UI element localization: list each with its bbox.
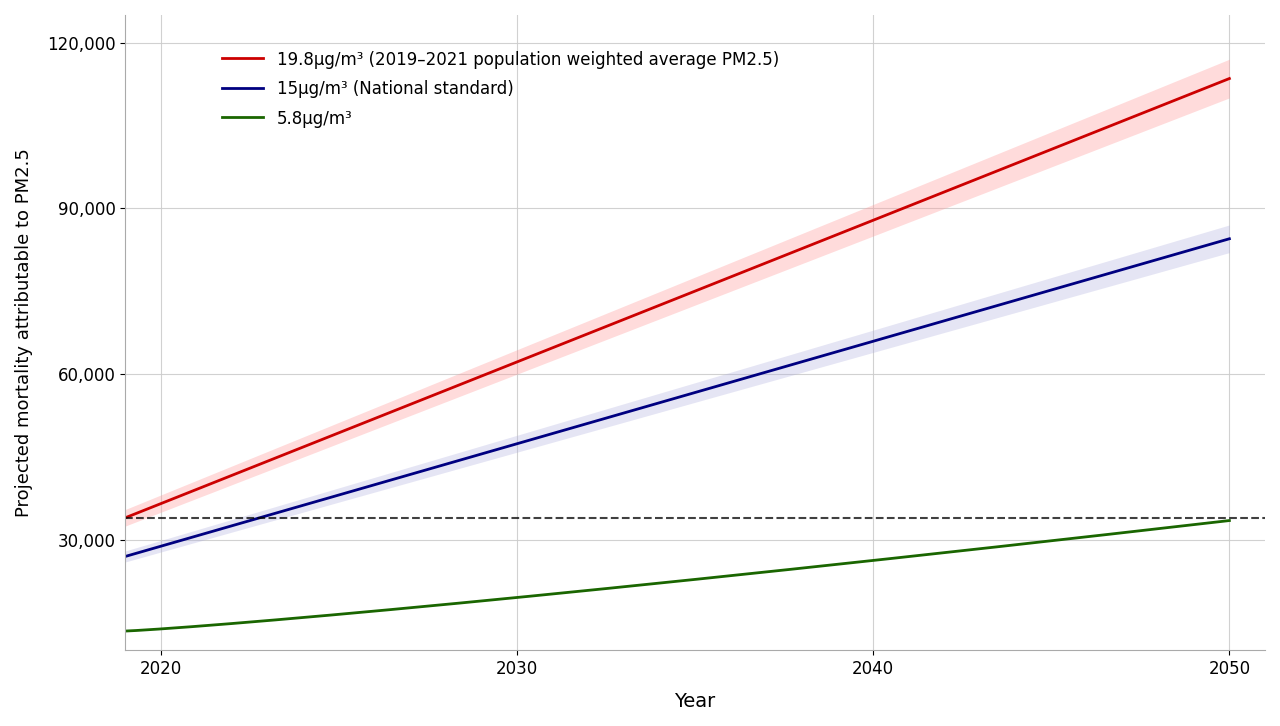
- 5.8μg/m³: [163, 624, 178, 632]
- 19.8μg/m³ (2019–2021 population weighted average PM2.5): [118, 513, 133, 522]
- Line: 5.8μg/m³: 5.8μg/m³: [125, 521, 1229, 631]
- 15μg/m³ (National standard): [184, 533, 200, 542]
- 15μg/m³ (National standard): [163, 539, 178, 548]
- 15μg/m³ (National standard): [323, 493, 338, 502]
- 5.8μg/m³: [1221, 516, 1236, 525]
- 15μg/m³ (National standard): [1221, 234, 1236, 243]
- Line: 19.8μg/m³ (2019–2021 population weighted average PM2.5): 19.8μg/m³ (2019–2021 population weighted…: [125, 78, 1229, 518]
- 5.8μg/m³: [412, 603, 428, 611]
- 15μg/m³ (National standard): [1128, 261, 1143, 270]
- 5.8μg/m³: [323, 611, 338, 619]
- Line: 15μg/m³ (National standard): 15μg/m³ (National standard): [125, 239, 1229, 556]
- 19.8μg/m³ (2019–2021 population weighted average PM2.5): [163, 496, 178, 505]
- 19.8μg/m³ (2019–2021 population weighted average PM2.5): [1221, 74, 1236, 83]
- 5.8μg/m³: [1166, 523, 1181, 531]
- 15μg/m³ (National standard): [412, 468, 428, 476]
- Legend: 19.8μg/m³ (2019–2021 population weighted average PM2.5), 15μg/m³ (National stand: 19.8μg/m³ (2019–2021 population weighted…: [214, 42, 787, 136]
- 15μg/m³ (National standard): [1166, 250, 1181, 259]
- 19.8μg/m³ (2019–2021 population weighted average PM2.5): [1166, 97, 1181, 105]
- X-axis label: Year: Year: [675, 692, 716, 711]
- 5.8μg/m³: [184, 622, 200, 631]
- 19.8μg/m³ (2019–2021 population weighted average PM2.5): [184, 487, 200, 496]
- 19.8μg/m³ (2019–2021 population weighted average PM2.5): [323, 432, 338, 441]
- 15μg/m³ (National standard): [118, 552, 133, 560]
- 19.8μg/m³ (2019–2021 population weighted average PM2.5): [412, 396, 428, 405]
- Y-axis label: Projected mortality attributable to PM2.5: Projected mortality attributable to PM2.…: [15, 148, 33, 517]
- 19.8μg/m³ (2019–2021 population weighted average PM2.5): [1128, 112, 1143, 121]
- 5.8μg/m³: [118, 627, 133, 635]
- 5.8μg/m³: [1128, 527, 1143, 536]
